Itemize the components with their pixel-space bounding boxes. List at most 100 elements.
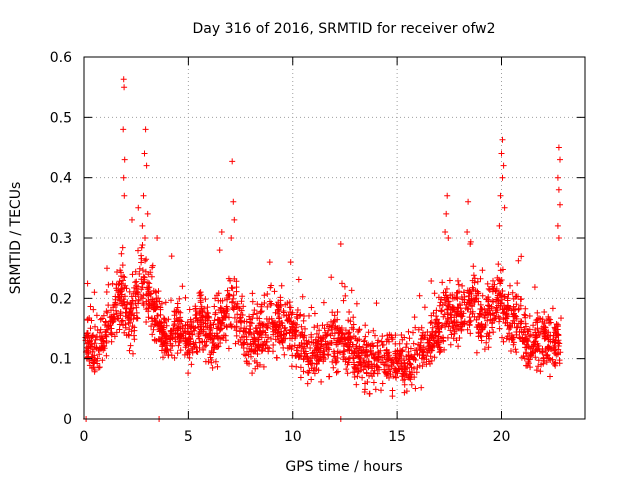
data-point bbox=[149, 331, 156, 338]
data-point bbox=[130, 316, 137, 323]
data-point bbox=[194, 349, 201, 355]
data-point bbox=[340, 356, 347, 363]
data-point bbox=[402, 366, 409, 373]
y-tick-label: 0.4 bbox=[50, 171, 72, 187]
data-point bbox=[549, 305, 556, 312]
data-point bbox=[162, 299, 169, 306]
data-point bbox=[182, 334, 189, 341]
data-point bbox=[320, 334, 327, 341]
data-point bbox=[381, 354, 388, 361]
data-point bbox=[554, 222, 561, 229]
data-point bbox=[507, 282, 513, 289]
data-point bbox=[85, 339, 92, 346]
data-point bbox=[455, 343, 462, 350]
data-point bbox=[200, 346, 206, 353]
data-point bbox=[461, 296, 468, 303]
data-point bbox=[103, 319, 109, 326]
data-point bbox=[283, 312, 290, 319]
data-point bbox=[116, 326, 123, 333]
data-point bbox=[240, 303, 247, 310]
data-point bbox=[257, 331, 264, 338]
data-point bbox=[317, 344, 324, 350]
data-point bbox=[89, 354, 96, 361]
data-point bbox=[478, 337, 485, 344]
data-point bbox=[90, 306, 97, 313]
data-point bbox=[453, 294, 460, 301]
data-point bbox=[530, 322, 537, 329]
data-point bbox=[343, 366, 350, 373]
data-point bbox=[311, 310, 318, 317]
data-point bbox=[153, 304, 160, 311]
data-point bbox=[555, 337, 562, 344]
data-point bbox=[481, 346, 488, 353]
data-point bbox=[206, 314, 213, 321]
data-point bbox=[191, 344, 198, 350]
data-point bbox=[378, 359, 384, 366]
data-point bbox=[237, 317, 244, 324]
data-point bbox=[522, 344, 529, 351]
data-point bbox=[109, 280, 116, 287]
data-point bbox=[388, 332, 395, 339]
data-point bbox=[330, 364, 337, 371]
data-point bbox=[264, 291, 271, 297]
data-point bbox=[87, 325, 94, 332]
data-point bbox=[153, 318, 160, 325]
data-point bbox=[350, 321, 357, 328]
data-point bbox=[471, 313, 478, 320]
data-point bbox=[204, 304, 211, 311]
data-point bbox=[550, 332, 557, 339]
data-point bbox=[332, 359, 339, 366]
data-point bbox=[516, 305, 522, 312]
data-point bbox=[399, 347, 406, 354]
data-point bbox=[416, 362, 423, 369]
y-tick-label: 0.6 bbox=[50, 50, 72, 66]
data-point bbox=[293, 327, 299, 334]
data-point bbox=[315, 358, 322, 365]
data-point bbox=[490, 329, 497, 336]
data-point bbox=[297, 364, 304, 371]
data-point bbox=[196, 345, 203, 351]
data-point bbox=[362, 333, 369, 340]
data-point bbox=[555, 235, 562, 241]
data-point bbox=[445, 303, 452, 310]
data-point bbox=[270, 342, 277, 348]
data-point bbox=[277, 294, 284, 301]
data-point bbox=[214, 363, 221, 370]
data-point bbox=[109, 319, 116, 326]
data-point bbox=[366, 390, 373, 397]
data-point bbox=[308, 365, 315, 372]
data-point bbox=[82, 334, 89, 341]
y-tick-label: 0.3 bbox=[50, 231, 72, 247]
data-point bbox=[365, 361, 372, 368]
data-point bbox=[240, 328, 247, 335]
data-point bbox=[484, 280, 491, 287]
data-point bbox=[479, 292, 486, 299]
data-point bbox=[331, 312, 338, 319]
data-point bbox=[331, 317, 338, 324]
data-point bbox=[547, 373, 553, 380]
data-point bbox=[379, 333, 386, 340]
data-point bbox=[107, 329, 114, 336]
data-point bbox=[149, 299, 156, 305]
data-point bbox=[221, 332, 227, 339]
data-point bbox=[354, 373, 361, 380]
data-point bbox=[345, 335, 351, 342]
data-point bbox=[149, 315, 156, 322]
data-point bbox=[551, 339, 558, 346]
data-point bbox=[403, 340, 410, 347]
data-point bbox=[509, 320, 516, 327]
data-point bbox=[121, 156, 128, 163]
data-point bbox=[334, 348, 341, 355]
data-point bbox=[153, 295, 160, 302]
data-point bbox=[160, 341, 167, 348]
data-point bbox=[240, 340, 247, 347]
data-point bbox=[121, 329, 128, 336]
data-point bbox=[272, 309, 279, 316]
data-point bbox=[238, 298, 245, 305]
data-point bbox=[91, 368, 98, 375]
data-point bbox=[410, 340, 417, 347]
data-point bbox=[364, 362, 371, 369]
data-point bbox=[124, 299, 131, 306]
data-point bbox=[326, 323, 332, 330]
data-point bbox=[393, 352, 400, 359]
